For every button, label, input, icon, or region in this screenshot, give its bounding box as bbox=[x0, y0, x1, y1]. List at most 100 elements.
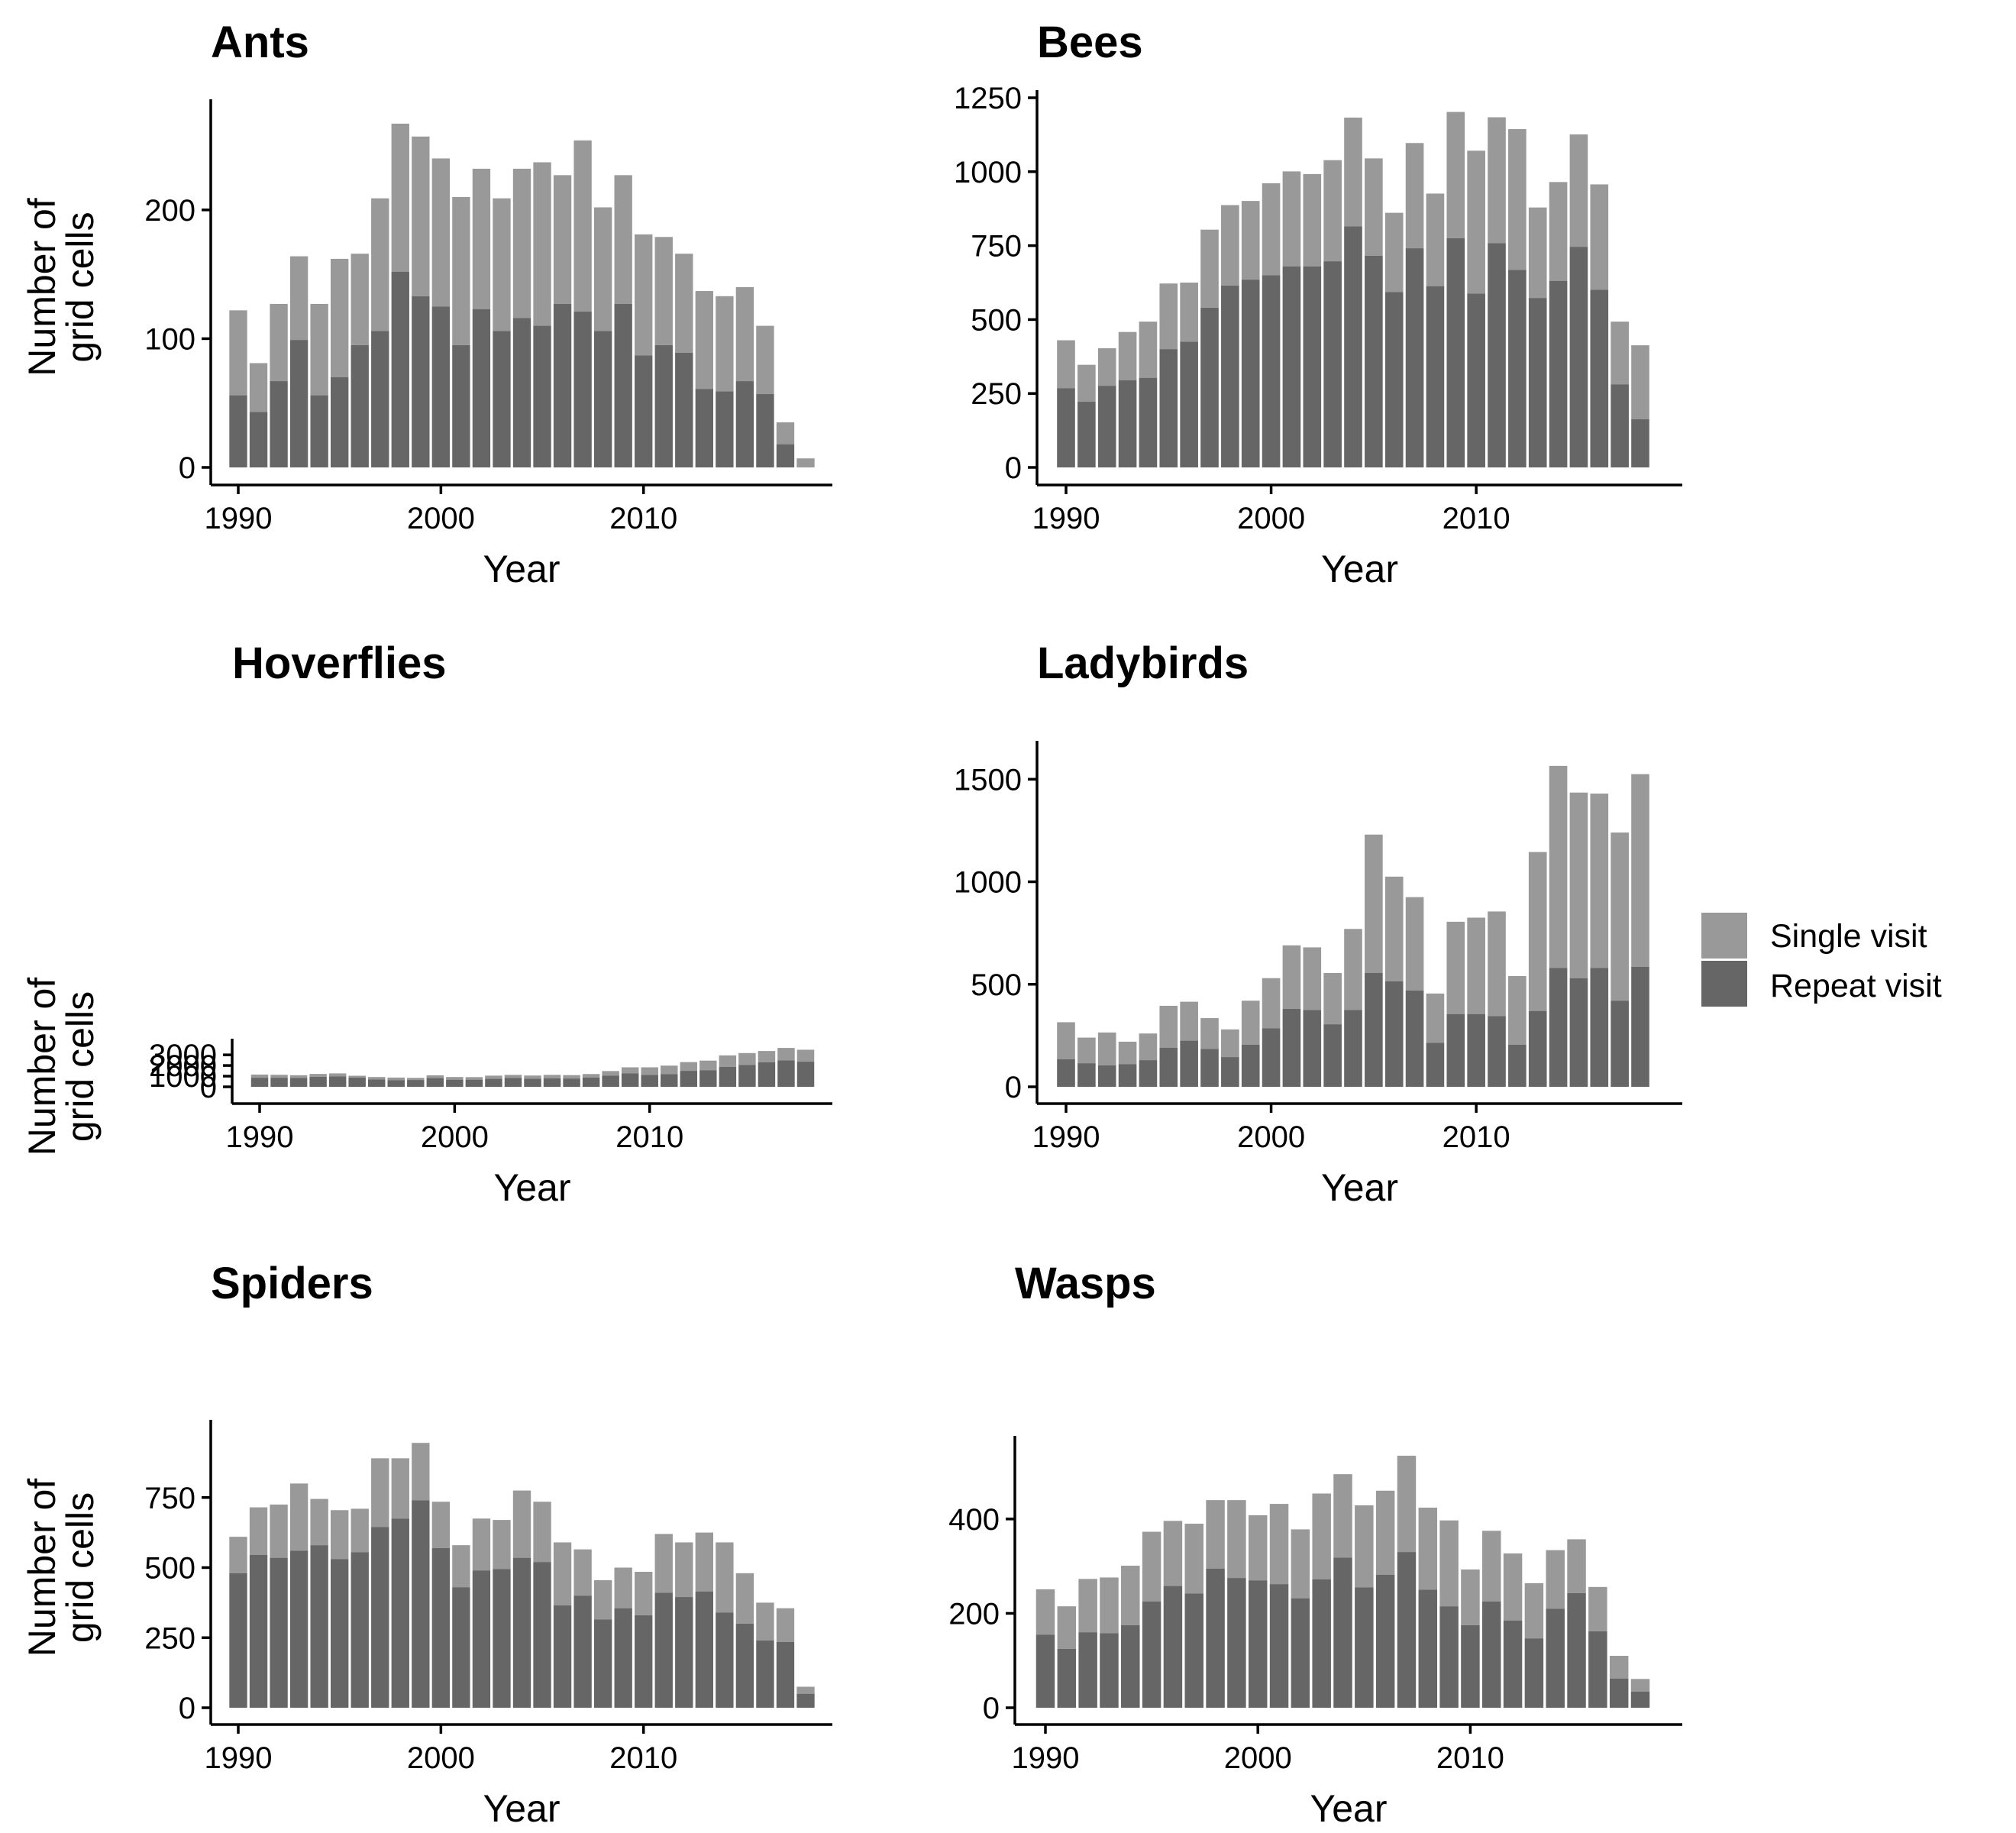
bar-repeat-spiders-1994 bbox=[310, 1545, 328, 1708]
bar-repeat-bees-1996 bbox=[1180, 341, 1198, 467]
bar-repeat-ants-2010 bbox=[635, 355, 653, 467]
bar-repeat-wasps-2012 bbox=[1503, 1620, 1523, 1708]
bar-repeat-hoverflies-2011 bbox=[661, 1074, 678, 1087]
bar-repeat-hoverflies-2007 bbox=[582, 1078, 600, 1087]
bar-single-ladybirds-1993 bbox=[1118, 1041, 1137, 1065]
bar-single-spiders-2010 bbox=[635, 1572, 653, 1615]
bar-repeat-bees-1999 bbox=[1241, 280, 1260, 467]
bar-single-bees-2009 bbox=[1446, 112, 1465, 238]
bar-repeat-ladybirds-2014 bbox=[1549, 968, 1568, 1087]
bar-single-ants-2004 bbox=[512, 168, 531, 318]
bar-single-spiders-2018 bbox=[796, 1686, 815, 1694]
bar-repeat-spiders-2011 bbox=[654, 1592, 673, 1708]
bar-repeat-bees-2000 bbox=[1262, 275, 1281, 467]
x-tick-label-ants-1990: 1990 bbox=[205, 502, 273, 535]
bar-repeat-bees-1993 bbox=[1118, 380, 1137, 467]
bar-repeat-ants-2008 bbox=[593, 331, 612, 467]
x-axis-title-spiders: Year bbox=[483, 1787, 560, 1830]
bar-repeat-ants-2006 bbox=[553, 303, 572, 467]
bar-repeat-ladybirds-2006 bbox=[1384, 981, 1404, 1087]
bar-single-ants-2015 bbox=[735, 287, 754, 382]
x-tick-label-wasps-2000: 2000 bbox=[1224, 1741, 1292, 1775]
bar-single-ladybirds-2009 bbox=[1446, 921, 1465, 1014]
bar-single-wasps-2004 bbox=[1333, 1474, 1352, 1558]
bar-repeat-bees-2010 bbox=[1467, 293, 1485, 467]
bar-repeat-hoverflies-2006 bbox=[563, 1078, 580, 1087]
bar-repeat-spiders-1992 bbox=[270, 1557, 288, 1708]
bar-single-wasps-2006 bbox=[1375, 1490, 1395, 1575]
bar-single-bees-1990 bbox=[1057, 340, 1075, 389]
bar-repeat-bees-2006 bbox=[1384, 292, 1404, 467]
bar-repeat-wasps-1993 bbox=[1100, 1633, 1119, 1708]
bar-single-hoverflies-1990 bbox=[250, 1074, 269, 1078]
bar-repeat-hoverflies-1993 bbox=[309, 1076, 327, 1087]
bar-repeat-spiders-2016 bbox=[756, 1640, 774, 1708]
x-tick-label-ladybirds-2010: 2010 bbox=[1443, 1120, 1510, 1154]
bar-repeat-ants-2007 bbox=[573, 312, 592, 467]
bar-repeat-hoverflies-1995 bbox=[348, 1077, 366, 1087]
bar-repeat-ants-2001 bbox=[452, 344, 470, 467]
panel-spiders: Spiders 0 250 500 750 1990 2000 2010 Year Number … bbox=[21, 1259, 832, 1830]
bar-single-bees-1991 bbox=[1077, 364, 1096, 402]
bar-single-hoverflies-1999 bbox=[426, 1075, 444, 1078]
bar-single-ants-2009 bbox=[614, 175, 632, 304]
bar-repeat-spiders-1998 bbox=[391, 1518, 409, 1708]
bar-single-wasps-2010 bbox=[1461, 1569, 1480, 1625]
bar-single-wasps-2001 bbox=[1269, 1504, 1289, 1585]
bar-repeat-ladybirds-2017 bbox=[1611, 1001, 1629, 1087]
bar-single-wasps-2017 bbox=[1609, 1656, 1629, 1679]
panel-title-ladybirds: Ladybirds bbox=[1037, 638, 1249, 688]
bar-repeat-wasps-1998 bbox=[1206, 1568, 1225, 1708]
bar-single-wasps-1990 bbox=[1035, 1589, 1055, 1635]
x-tick-label-bees-1990: 1990 bbox=[1032, 502, 1100, 535]
y-tick-label-wasps-0: 0 bbox=[983, 1692, 1000, 1725]
bar-single-wasps-2002 bbox=[1291, 1529, 1310, 1599]
bar-repeat-wasps-1990 bbox=[1035, 1634, 1055, 1708]
bar-single-spiders-1998 bbox=[391, 1458, 409, 1519]
bar-repeat-spiders-2009 bbox=[614, 1608, 632, 1708]
bar-repeat-ladybirds-1992 bbox=[1097, 1065, 1116, 1087]
y-tick-label-ants-200: 200 bbox=[144, 194, 195, 228]
bar-repeat-ladybirds-1993 bbox=[1118, 1064, 1137, 1087]
bar-single-wasps-2014 bbox=[1546, 1550, 1565, 1609]
bar-single-ladybirds-2015 bbox=[1569, 792, 1588, 978]
bar-repeat-ladybirds-1996 bbox=[1180, 1040, 1198, 1087]
bar-single-wasps-2015 bbox=[1567, 1539, 1586, 1593]
bar-single-spiders-1992 bbox=[270, 1504, 288, 1558]
panel-title-bees: Bees bbox=[1037, 18, 1143, 67]
bar-single-ants-2005 bbox=[533, 162, 551, 326]
bar-single-bees-1996 bbox=[1180, 283, 1198, 342]
bar-repeat-ants-2005 bbox=[533, 325, 551, 467]
bar-repeat-spiders-2001 bbox=[452, 1587, 470, 1708]
bar-single-hoverflies-2001 bbox=[465, 1077, 483, 1080]
bar-single-ants-1990 bbox=[229, 310, 247, 396]
x-tick-label-wasps-2010: 2010 bbox=[1436, 1741, 1504, 1775]
bar-single-hoverflies-2017 bbox=[777, 1048, 795, 1061]
bar-single-ants-2011 bbox=[654, 237, 673, 345]
x-tick-label-spiders-1990: 1990 bbox=[205, 1741, 273, 1775]
x-tick-label-spiders-2010: 2010 bbox=[609, 1741, 677, 1775]
bar-repeat-ladybirds-2005 bbox=[1365, 972, 1383, 1087]
bar-repeat-ladybirds-1991 bbox=[1077, 1063, 1096, 1087]
bar-repeat-wasps-2018 bbox=[1630, 1691, 1650, 1708]
bar-single-spiders-2001 bbox=[452, 1545, 470, 1588]
bar-repeat-ants-2016 bbox=[756, 393, 774, 467]
bar-repeat-wasps-2008 bbox=[1418, 1589, 1438, 1708]
bar-repeat-hoverflies-1992 bbox=[289, 1078, 308, 1087]
bar-single-bees-2004 bbox=[1344, 117, 1362, 227]
y-tick-label-bees-500: 500 bbox=[971, 303, 1022, 337]
bar-single-ladybirds-1991 bbox=[1077, 1037, 1096, 1064]
bar-single-bees-2012 bbox=[1508, 129, 1527, 270]
bar-repeat-ladybirds-2002 bbox=[1303, 1010, 1322, 1087]
bar-repeat-spiders-2018 bbox=[796, 1693, 815, 1708]
bar-repeat-ants-2017 bbox=[776, 444, 795, 467]
bar-single-hoverflies-1991 bbox=[270, 1075, 288, 1078]
bar-repeat-ladybirds-1995 bbox=[1159, 1047, 1178, 1087]
y-tick-label-wasps-400: 400 bbox=[948, 1503, 1000, 1537]
bar-repeat-bees-2008 bbox=[1426, 286, 1445, 467]
bar-repeat-hoverflies-1994 bbox=[328, 1076, 347, 1087]
bar-repeat-hoverflies-1997 bbox=[387, 1080, 405, 1087]
bar-repeat-bees-1990 bbox=[1057, 388, 1075, 467]
bar-repeat-hoverflies-2014 bbox=[719, 1066, 737, 1087]
bar-single-ants-1996 bbox=[351, 254, 369, 345]
